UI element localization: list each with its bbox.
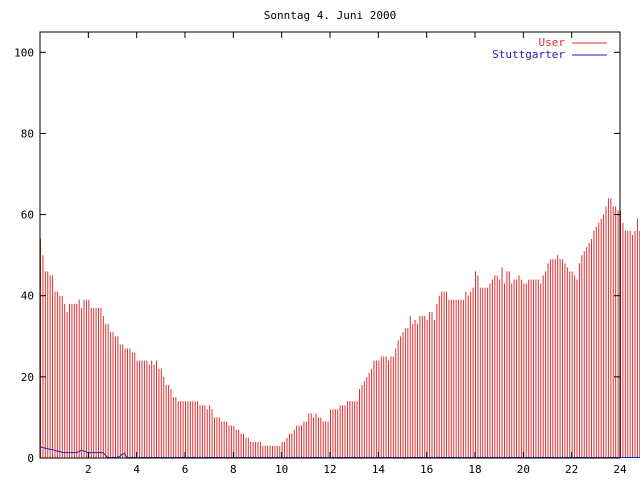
x-tick-label: 20 — [517, 463, 530, 476]
y-tick-label: 0 — [27, 452, 34, 465]
y-tick-label: 60 — [21, 209, 34, 222]
y-tick-label: 80 — [21, 127, 34, 140]
x-tick-label: 22 — [565, 463, 578, 476]
legend: User Stuttgarter — [492, 36, 607, 61]
chart-title: Sonntag 4. Juni 2000 — [264, 9, 396, 22]
x-tick-label: 12 — [323, 463, 336, 476]
y-tick-label: 100 — [14, 46, 34, 59]
legend-label-user: User — [539, 36, 566, 49]
x-tick-label: 10 — [275, 463, 288, 476]
x-tick-label: 16 — [420, 463, 433, 476]
y-tick-label: 40 — [21, 290, 34, 303]
legend-label-stuttgarter: Stuttgarter — [492, 48, 565, 61]
x-tick-label: 2 — [85, 463, 92, 476]
x-tick-label: 24 — [613, 463, 627, 476]
user-bars — [40, 198, 640, 458]
x-tick-label: 4 — [133, 463, 140, 476]
y-tick-label: 20 — [21, 371, 34, 384]
x-tick-label: 14 — [372, 463, 386, 476]
x-tick-label: 8 — [230, 463, 237, 476]
x-tick-label: 18 — [468, 463, 481, 476]
x-tick-label: 6 — [182, 463, 189, 476]
